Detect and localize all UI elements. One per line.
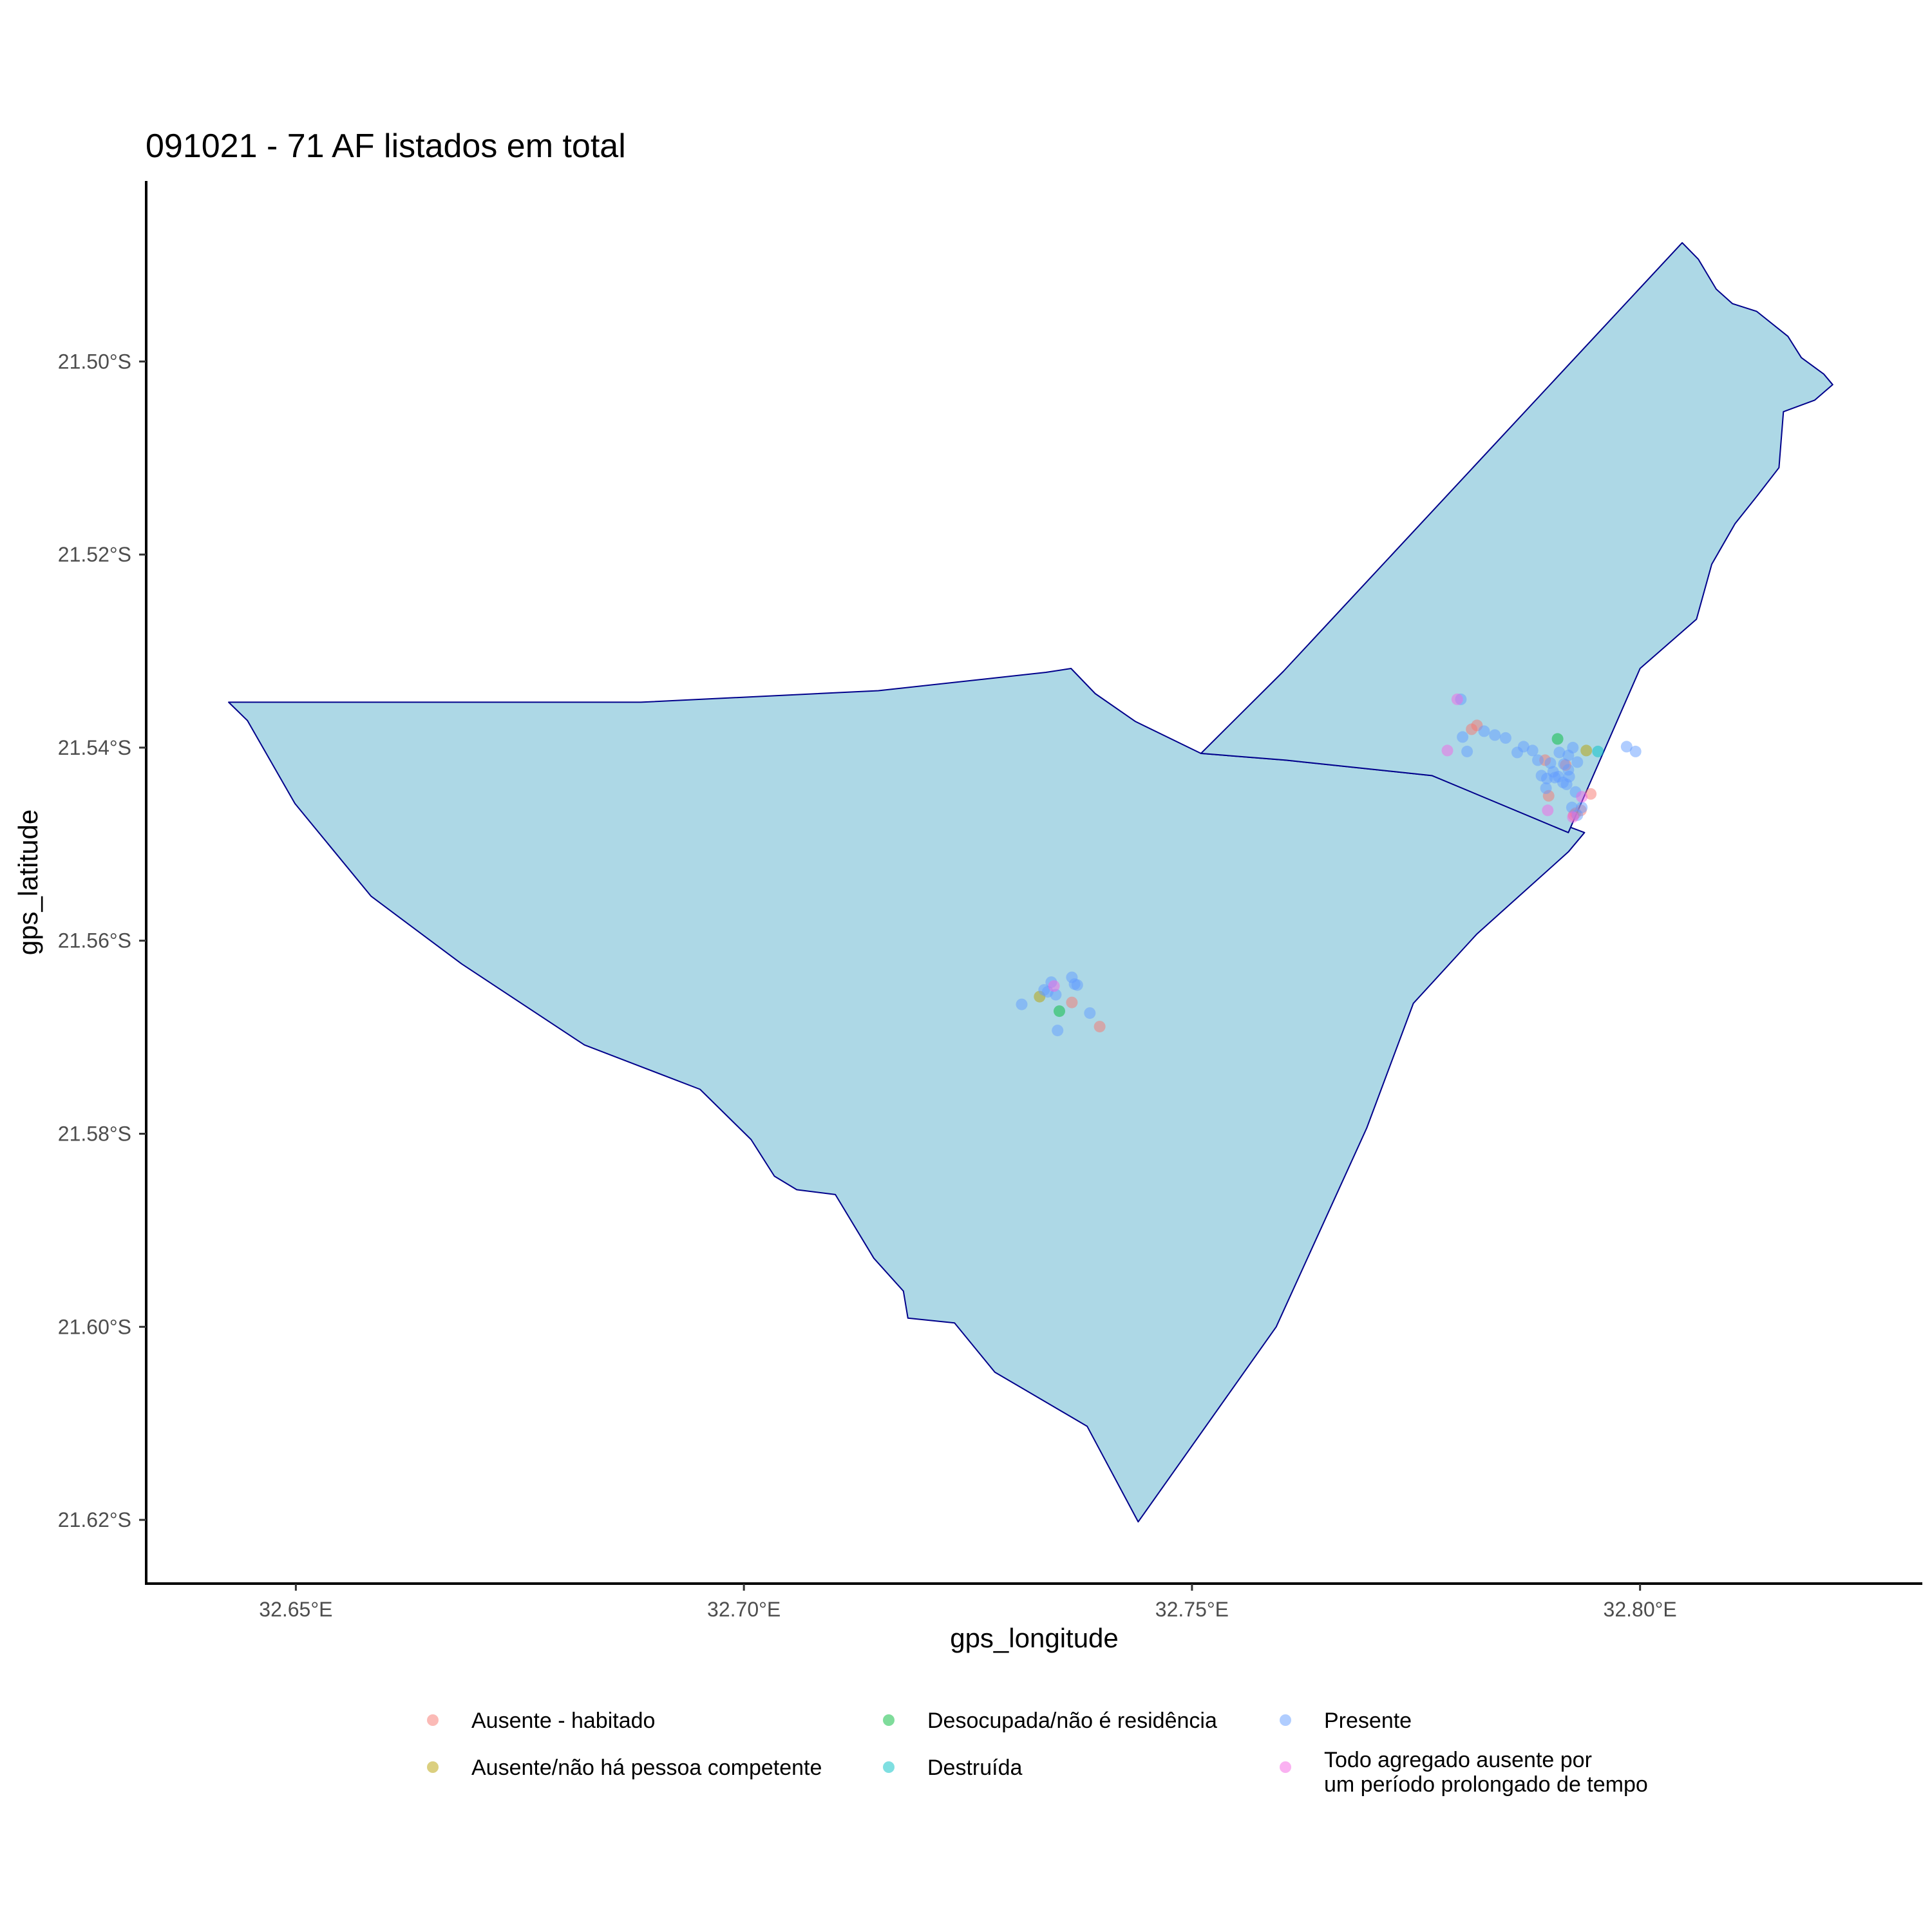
y-tick-label: 21.52°S (58, 543, 131, 566)
point-series-5 (1517, 741, 1530, 753)
point-series-5 (1457, 731, 1469, 743)
point-series-1 (1585, 788, 1597, 800)
x-tick-label: 32.80°E (1604, 1598, 1677, 1621)
y-tick-label: 21.54°S (58, 736, 131, 759)
x-tick-label: 32.75°E (1155, 1598, 1229, 1621)
y-tick-label: 21.50°S (58, 350, 131, 373)
point-series-5 (1567, 741, 1579, 753)
legend-label: Presente (1324, 1709, 1412, 1733)
point-series-5 (1499, 732, 1511, 744)
x-axis-title: gps_longitude (950, 1623, 1119, 1653)
point-series-6 (1542, 804, 1554, 817)
regions-layer (228, 242, 1833, 1523)
point-series-5 (1050, 989, 1062, 1001)
legend-label-line: Desocupada/não é residência (927, 1709, 1217, 1733)
points-layer (1016, 693, 1642, 1037)
point-series-6 (1441, 744, 1454, 757)
x-tick-label: 32.65°E (259, 1598, 332, 1621)
x-ticks: 32.65°E 32.70°E 32.75°E 32.80°E (259, 1584, 1677, 1621)
legend-label: Todo agregado ausente por um período prol… (1324, 1748, 1648, 1797)
region-polygon-2 (1200, 242, 1833, 833)
point-series-5 (1620, 741, 1633, 753)
y-tick-label: 21.62°S (58, 1508, 131, 1531)
point-series-5 (1461, 745, 1473, 757)
point-series-3 (1054, 1005, 1065, 1018)
point-series-6 (1451, 693, 1463, 705)
y-tick-label: 21.60°S (58, 1315, 131, 1338)
chart-title: 091021 - 71 AF listados em total (146, 128, 626, 165)
legend-label-line: Todo agregado ausente por (1324, 1748, 1592, 1772)
legend-key (427, 1714, 439, 1726)
y-tick-label: 21.58°S (58, 1122, 131, 1145)
point-series-6 (1576, 791, 1588, 803)
y-axis-title: gps_latitude (13, 810, 43, 956)
point-series-1 (1094, 1021, 1106, 1033)
point-series-5 (1532, 754, 1544, 766)
point-series-6 (1567, 811, 1579, 823)
point-series-5 (1560, 778, 1573, 790)
point-series-2 (1580, 744, 1593, 757)
legend-key (427, 1761, 439, 1773)
point-series-5 (1553, 746, 1566, 759)
legend-key (883, 1761, 895, 1773)
point-series-5 (1071, 979, 1083, 991)
point-series-6 (1048, 980, 1060, 992)
point-series-4 (1592, 745, 1604, 757)
point-series-1 (1066, 996, 1078, 1009)
point-series-5 (1544, 757, 1557, 769)
point-series-5 (1526, 744, 1539, 757)
point-series-5 (1016, 998, 1028, 1010)
legend-label-line: Ausente/não há pessoa competente (471, 1756, 822, 1780)
legend-label: Desocupada/não é residência (927, 1709, 1217, 1733)
legend-key (1280, 1761, 1291, 1773)
legend-label-line: um período prolongado de tempo (1324, 1772, 1648, 1797)
region-polygon-1 (228, 668, 1586, 1523)
legend-label-line: Presente (1324, 1709, 1412, 1733)
x-tick-label: 32.70°E (707, 1598, 781, 1621)
y-ticks: 21.50°S 21.52°S 21.54°S 21.56°S 21.58°S 21.60… (58, 350, 146, 1531)
point-series-5 (1084, 1007, 1096, 1019)
point-series-5 (1562, 764, 1575, 776)
point-series-5 (1571, 756, 1584, 768)
legend-label: Destruída (927, 1756, 1022, 1780)
legend: Ausente - habitado Ausente/não há pessoa … (427, 1709, 1648, 1797)
y-tick-label: 21.56°S (58, 929, 131, 952)
legend-label-line: Destruída (927, 1756, 1022, 1780)
legend-label: Ausente - habitado (471, 1709, 655, 1733)
legend-label-line: Ausente - habitado (471, 1709, 655, 1733)
point-series-1 (1466, 723, 1478, 735)
point-series-5 (1629, 745, 1642, 757)
point-series-5 (1478, 725, 1490, 737)
point-series-5 (1553, 770, 1564, 782)
point-series-3 (1551, 733, 1564, 745)
point-series-5 (1052, 1025, 1064, 1037)
legend-key (883, 1714, 895, 1726)
legend-key (1280, 1714, 1291, 1726)
legend-label: Ausente/não há pessoa competente (471, 1756, 822, 1780)
point-series-5 (1540, 782, 1552, 794)
point-series-5 (1489, 729, 1501, 741)
